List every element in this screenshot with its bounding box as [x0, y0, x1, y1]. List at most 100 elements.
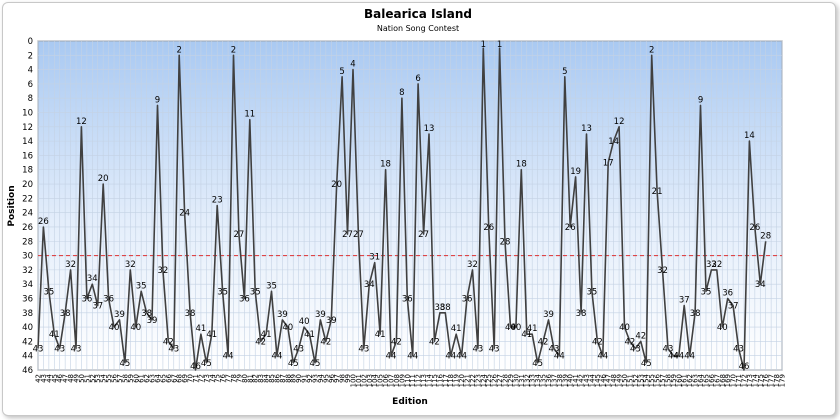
data-label: 32 [125, 260, 136, 270]
x-tick-label: 120 [458, 374, 466, 387]
y-tick-label: 12 [22, 123, 33, 133]
data-label: 34 [87, 274, 98, 284]
data-label: 42 [625, 337, 636, 347]
x-tick-label: 113 [420, 374, 428, 387]
y-tick-label: 26 [22, 223, 33, 233]
x-tick-label: 152 [632, 374, 640, 387]
data-label: 36 [722, 288, 733, 298]
x-tick-label: 102 [360, 374, 368, 387]
x-tick-label: 95 [322, 374, 330, 383]
x-tick-label: 85 [268, 374, 276, 383]
x-tick-label: 93 [311, 374, 319, 383]
x-tick-label: 48 [67, 374, 75, 383]
x-tick-label: 89 [290, 374, 298, 383]
data-label: 39 [326, 316, 337, 326]
data-label: 40 [299, 317, 310, 327]
x-tick-label: 70 [187, 374, 195, 383]
chart-title: Balearica Island [364, 7, 472, 21]
x-tick-label: 136 [545, 373, 553, 387]
data-label: 32 [711, 260, 722, 270]
data-label: 43 [54, 345, 65, 355]
x-tick-label: 60 [132, 374, 140, 383]
x-tick-label: 139 [561, 374, 569, 387]
x-tick-label: 121 [464, 374, 472, 387]
data-label: 17 [603, 159, 614, 169]
data-label: 34 [755, 280, 766, 290]
x-tick-label: 170 [730, 374, 738, 387]
data-label: 41 [451, 324, 462, 334]
x-tick-label: 109 [398, 374, 406, 387]
data-label: 44 [386, 352, 397, 362]
x-tick-label: 163 [692, 374, 700, 387]
x-tick-label: 46 [56, 373, 64, 382]
data-label: 44 [668, 352, 679, 362]
x-tick-label: 172 [740, 374, 748, 387]
x-tick-label: 91 [301, 374, 309, 383]
data-label: 38 [690, 309, 701, 319]
x-tick-label: 166 [708, 373, 716, 387]
y-tick-label: 22 [22, 194, 33, 204]
x-tick-label: 161 [681, 374, 689, 387]
data-label: 41 [261, 330, 272, 340]
data-label: 43 [33, 345, 44, 355]
data-label: 44 [673, 352, 684, 362]
x-tick-label: 122 [469, 374, 477, 387]
x-tick-label: 44 [45, 373, 53, 382]
y-tick-label: 38 [22, 309, 33, 319]
x-tick-label: 167 [713, 374, 721, 387]
data-label: 41 [521, 330, 532, 340]
data-label: 37 [728, 302, 739, 312]
data-label: 27 [342, 230, 353, 240]
x-tick-label: 160 [675, 374, 683, 387]
y-tick-label: 14 [22, 137, 33, 147]
data-label: 41 [527, 324, 538, 334]
x-tick-label: 137 [550, 374, 558, 387]
data-label: 39 [277, 310, 288, 320]
data-label: 43 [71, 345, 82, 355]
x-tick-label: 131 [518, 374, 526, 387]
y-tick-label: 30 [22, 252, 33, 262]
y-axis-ticks: 0246810121416182022242628303234363840424… [22, 37, 33, 376]
x-tick-label: 162 [686, 374, 694, 387]
data-label: 26 [565, 223, 576, 233]
data-label: 36 [402, 294, 413, 304]
x-tick-label: 55 [105, 374, 113, 383]
data-label: 12 [76, 117, 87, 127]
data-label: 42 [538, 337, 549, 347]
data-label: 44 [223, 352, 234, 362]
x-tick-label: 179 [779, 374, 787, 387]
data-label: 35 [217, 287, 228, 297]
x-tick-label: 75 [214, 374, 222, 383]
data-label: 2 [176, 45, 181, 55]
series-line [37, 47, 767, 371]
data-label: 32 [657, 266, 668, 276]
x-tick-label: 173 [746, 374, 754, 387]
data-label: 32 [157, 266, 168, 276]
data-label: 38 [576, 309, 587, 319]
x-tick-label: 63 [149, 374, 157, 383]
data-label: 44 [684, 352, 695, 362]
data-label: 39 [147, 316, 158, 326]
x-tick-label: 51 [83, 374, 91, 383]
data-label: 31 [369, 253, 380, 263]
x-tick-label: 127 [496, 374, 504, 387]
x-tick-label: 49 [73, 374, 81, 383]
data-label: 35 [43, 287, 54, 297]
data-label: 44 [456, 352, 467, 362]
data-label: 45 [288, 359, 299, 369]
data-label: 42 [429, 337, 440, 347]
x-tick-label: 169 [724, 374, 732, 387]
data-label: 43 [489, 345, 500, 355]
x-tick-label: 64 [154, 373, 162, 382]
data-label: 23 [212, 196, 223, 206]
x-tick-label: 97 [333, 374, 341, 383]
x-tick-label: 149 [616, 374, 624, 387]
x-tick-label: 100 [349, 374, 357, 387]
data-label: 44 [407, 352, 418, 362]
data-label: 36 [462, 294, 473, 304]
x-tick-label: 130 [512, 374, 520, 387]
x-tick-label: 43 [40, 374, 48, 383]
chart-subtitle: Nation Song Contest [377, 24, 459, 33]
x-tick-label: 104 [371, 373, 379, 387]
data-label: 34 [364, 280, 375, 290]
